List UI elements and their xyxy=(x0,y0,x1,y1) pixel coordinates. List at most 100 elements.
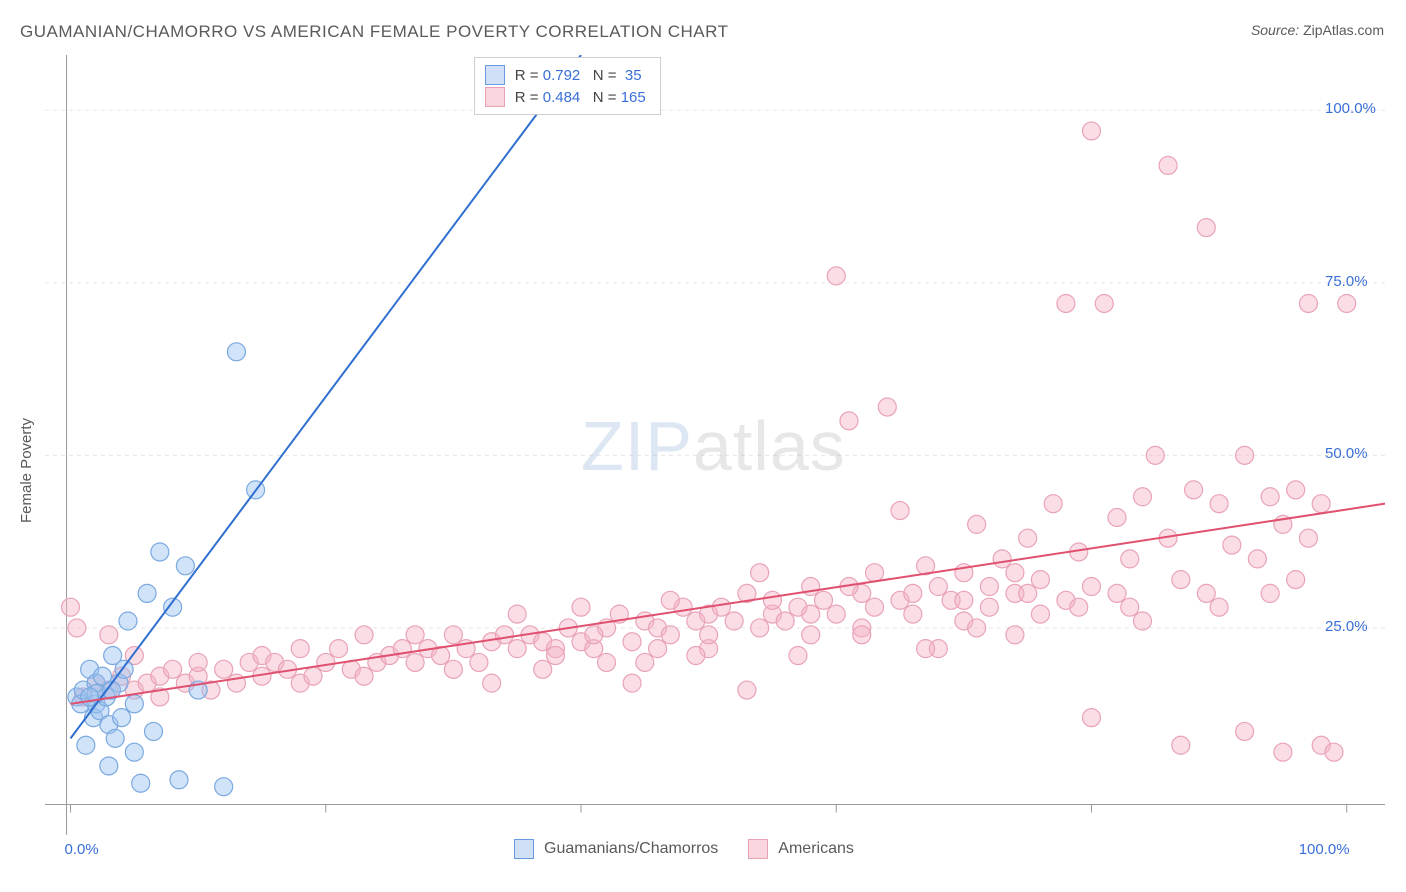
axis-tick-label: 75.0% xyxy=(1325,273,1368,290)
point-guamanians xyxy=(100,757,118,775)
point-americans xyxy=(814,591,832,609)
series-legend: Guamanians/Chamorros Americans xyxy=(514,839,854,859)
point-americans xyxy=(1082,578,1100,596)
point-americans xyxy=(1325,743,1343,761)
point-americans xyxy=(1095,294,1113,312)
axis-tick-label: 0.0% xyxy=(65,841,99,858)
point-americans xyxy=(1236,722,1254,740)
source-value: ZipAtlas.com xyxy=(1303,22,1384,38)
plot-area xyxy=(45,55,1385,835)
point-americans xyxy=(661,626,679,644)
point-guamanians xyxy=(215,778,233,796)
point-americans xyxy=(470,653,488,671)
point-americans xyxy=(968,515,986,533)
legend-swatch xyxy=(485,65,505,85)
point-americans xyxy=(725,612,743,630)
point-americans xyxy=(291,640,309,658)
point-americans xyxy=(304,667,322,685)
point-guamanians xyxy=(106,729,124,747)
point-americans xyxy=(1172,571,1190,589)
point-americans xyxy=(827,267,845,285)
point-americans xyxy=(317,653,335,671)
point-americans xyxy=(534,660,552,678)
legend-label: Americans xyxy=(778,840,854,858)
point-americans xyxy=(62,598,80,616)
legend-n-label: N = xyxy=(580,67,625,84)
point-americans xyxy=(1019,584,1037,602)
point-americans xyxy=(1274,743,1292,761)
point-americans xyxy=(68,619,86,637)
point-guamanians xyxy=(151,543,169,561)
legend-item: Americans xyxy=(748,839,854,859)
legend-n-value: 35 xyxy=(625,67,642,84)
point-americans xyxy=(891,502,909,520)
point-americans xyxy=(712,598,730,616)
legend-n-value: 165 xyxy=(621,89,646,106)
point-americans xyxy=(1172,736,1190,754)
point-americans xyxy=(406,653,424,671)
point-americans xyxy=(1031,605,1049,623)
legend-n-label: N = xyxy=(580,89,620,106)
point-americans xyxy=(789,647,807,665)
point-americans xyxy=(1134,612,1152,630)
point-americans xyxy=(917,640,935,658)
point-americans xyxy=(776,612,794,630)
point-americans xyxy=(1070,598,1088,616)
point-americans xyxy=(1057,294,1075,312)
point-americans xyxy=(1082,122,1100,140)
point-americans xyxy=(700,626,718,644)
axis-tick-label: 100.0% xyxy=(1299,841,1350,858)
point-americans xyxy=(1031,571,1049,589)
point-americans xyxy=(878,398,896,416)
point-americans xyxy=(546,647,564,665)
point-americans xyxy=(763,591,781,609)
point-americans xyxy=(636,653,654,671)
point-americans xyxy=(1006,564,1024,582)
point-americans xyxy=(100,626,118,644)
legend-label: Guamanians/Chamorros xyxy=(544,840,718,858)
point-americans xyxy=(980,598,998,616)
point-americans xyxy=(1299,529,1317,547)
point-americans xyxy=(802,626,820,644)
point-guamanians xyxy=(113,709,131,727)
point-americans xyxy=(1299,294,1317,312)
chart-container: GUAMANIAN/CHAMORRO VS AMERICAN FEMALE PO… xyxy=(0,0,1406,892)
point-americans xyxy=(866,564,884,582)
point-americans xyxy=(1338,294,1356,312)
point-guamanians xyxy=(144,722,162,740)
point-americans xyxy=(1223,536,1241,554)
source-label: Source: xyxy=(1251,22,1303,38)
point-americans xyxy=(508,640,526,658)
point-americans xyxy=(738,681,756,699)
point-americans xyxy=(1121,550,1139,568)
point-americans xyxy=(1006,626,1024,644)
legend-item: Guamanians/Chamorros xyxy=(514,839,718,859)
point-americans xyxy=(968,619,986,637)
point-americans xyxy=(1108,584,1126,602)
point-guamanians xyxy=(77,736,95,754)
point-americans xyxy=(495,626,513,644)
source-attribution: Source: ZipAtlas.com xyxy=(1251,22,1384,38)
point-americans xyxy=(598,653,616,671)
point-americans xyxy=(751,619,769,637)
point-americans xyxy=(1210,495,1228,513)
point-americans xyxy=(904,605,922,623)
point-americans xyxy=(1261,488,1279,506)
point-americans xyxy=(215,660,233,678)
axis-tick-label: 25.0% xyxy=(1325,618,1368,635)
point-guamanians xyxy=(125,695,143,713)
point-americans xyxy=(1044,495,1062,513)
legend-row: R = 0.792 N = 35 xyxy=(485,64,646,86)
point-americans xyxy=(330,640,348,658)
point-americans xyxy=(1210,598,1228,616)
point-americans xyxy=(355,667,373,685)
point-americans xyxy=(1287,571,1305,589)
point-americans xyxy=(827,605,845,623)
legend-row: R = 0.484 N = 165 xyxy=(485,86,646,108)
point-americans xyxy=(1197,584,1215,602)
point-americans xyxy=(585,626,603,644)
point-americans xyxy=(483,674,501,692)
point-americans xyxy=(406,626,424,644)
point-americans xyxy=(623,674,641,692)
point-guamanians xyxy=(227,343,245,361)
